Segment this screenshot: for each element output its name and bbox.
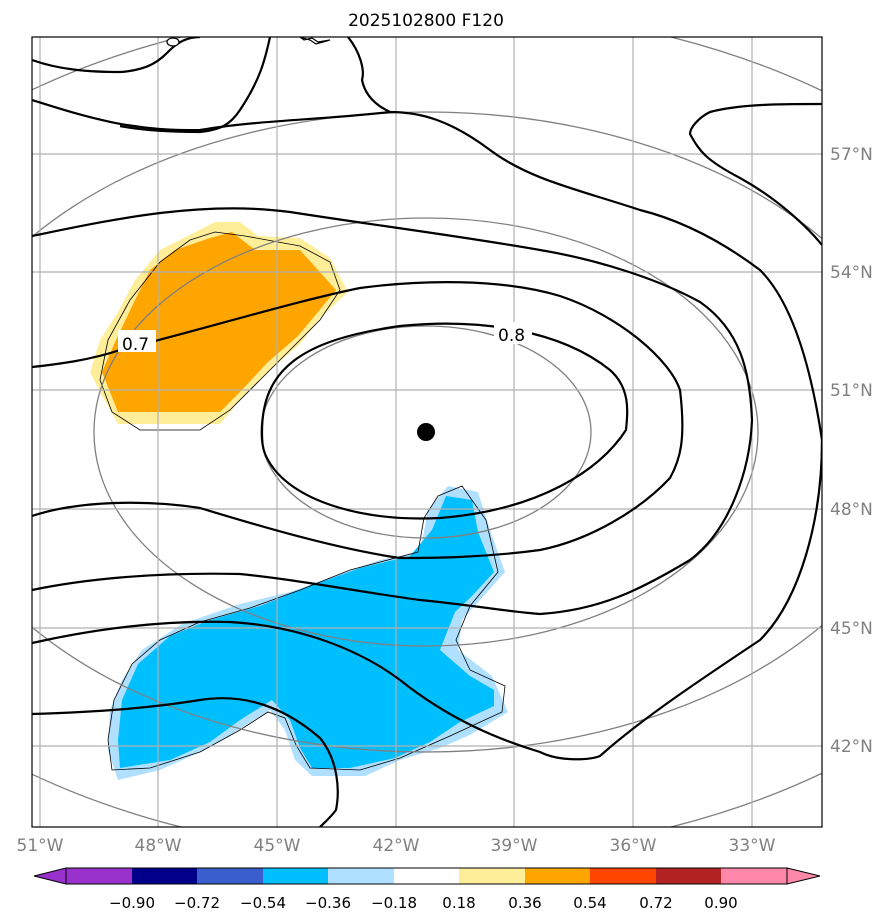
contour-south (32, 697, 339, 827)
colorbar-tick-label: −0.72 (174, 894, 220, 912)
lon-label: 36°W (610, 836, 657, 856)
contour-label-0.7: 0.7 (122, 335, 149, 355)
colorbar-frame (65, 867, 788, 885)
colorbar-tick-label: 0.72 (639, 894, 672, 912)
lon-label: 45°W (254, 836, 301, 856)
colorbar-left-extension (33, 867, 67, 885)
colorbar-segment (132, 868, 197, 884)
lon-label: 51°W (17, 836, 64, 856)
contour-label-bg (494, 322, 532, 344)
longitude-labels: 51°W 48°W 45°W 42°W 39°W 36°W 33°W (17, 836, 776, 856)
colorbar-segment (66, 868, 132, 884)
lat-label: 57°N (830, 145, 873, 165)
lon-label: 33°W (729, 836, 776, 856)
contour-inner (260, 322, 629, 520)
colorbar: −0.90 −0.72 −0.54 −0.36 −0.18 0.18 0.36 … (33, 867, 821, 912)
contour-east (688, 102, 822, 246)
lat-label: 48°N (830, 500, 873, 520)
contour-label-0.8: 0.8 (498, 326, 525, 346)
colorbar-tick-label: 0.36 (508, 894, 541, 912)
lat-label: 51°N (830, 381, 873, 401)
lon-label: 39°W (491, 836, 538, 856)
colorbar-tick-label: 0.18 (442, 894, 475, 912)
colorbar-segment (721, 868, 787, 884)
colorbar-tick-label: 0.90 (704, 894, 737, 912)
colorbar-tick-label: −0.18 (371, 894, 417, 912)
lat-label: 42°N (830, 737, 873, 757)
colorbar-tick-label: −0.36 (305, 894, 351, 912)
colorbar-segment (263, 868, 328, 884)
map-frame (31, 36, 823, 828)
contour-north-east (347, 37, 391, 113)
lat-label: 45°N (830, 619, 873, 639)
latitude-labels: 57°N 54°N 51°N 48°N 45°N 42°N (830, 145, 873, 757)
colorbar-right-extension (786, 867, 821, 885)
map-title: 2025102800 F120 (348, 11, 504, 31)
colorbar-segment (525, 868, 590, 884)
colorbar-tick-label: −0.54 (240, 894, 286, 912)
colorbar-tick-label: −0.90 (109, 894, 155, 912)
contour-north (119, 37, 272, 134)
contour-label-bg (118, 330, 156, 352)
contour-0.8 (32, 281, 684, 560)
colorbar-segment (590, 868, 656, 884)
storm-center-marker (417, 423, 435, 441)
colorbar-segment (328, 868, 394, 884)
colorbar-segment (459, 868, 525, 884)
coastline (166, 37, 331, 47)
lon-label: 42°W (373, 836, 420, 856)
colorbar-segment (656, 868, 721, 884)
lon-label: 48°W (135, 836, 182, 856)
lat-label: 54°N (830, 263, 873, 283)
colorbar-segment (394, 868, 459, 884)
colorbar-tick-label: 0.54 (573, 894, 606, 912)
colorbar-segment (197, 868, 263, 884)
contour-0.7 (32, 207, 754, 616)
contour-north-west (32, 37, 201, 74)
